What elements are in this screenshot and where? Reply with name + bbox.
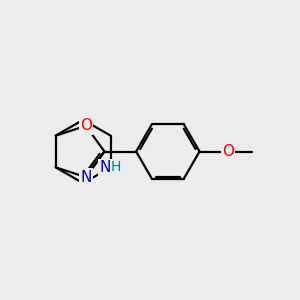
Text: H: H [111,160,121,174]
Text: O: O [80,118,92,134]
Text: O: O [222,144,234,159]
Text: N: N [99,160,111,175]
Text: N: N [80,169,92,184]
